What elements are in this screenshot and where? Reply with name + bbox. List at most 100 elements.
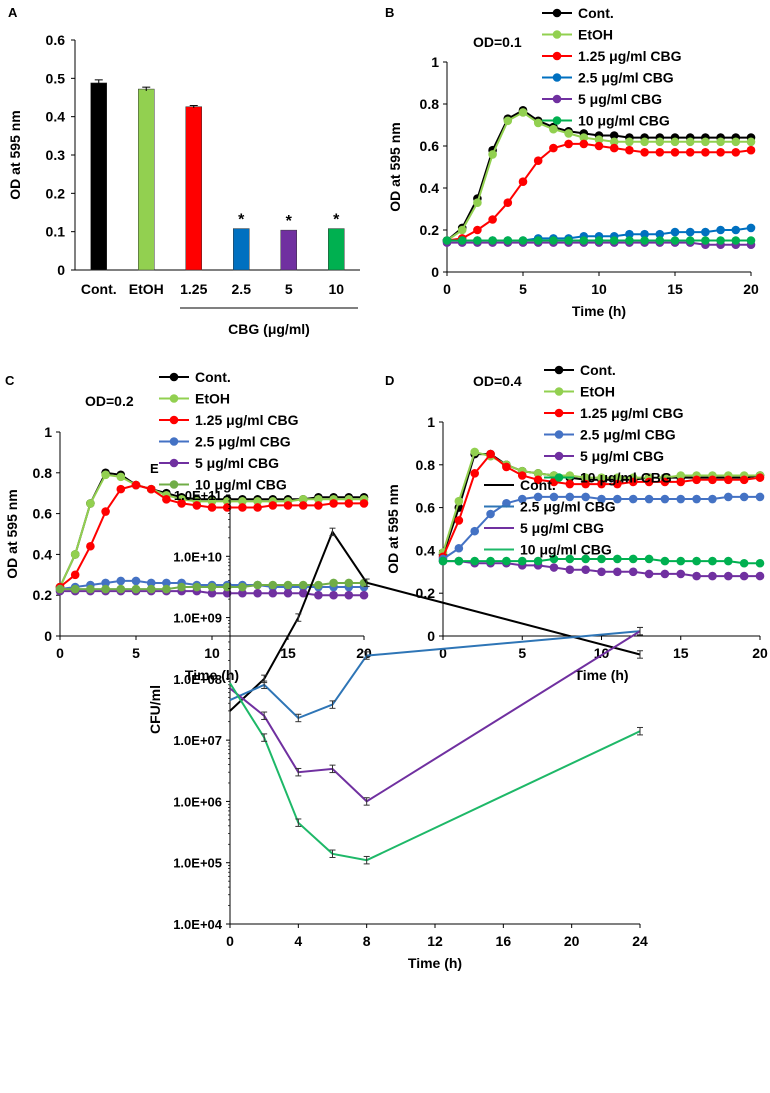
x-tick-label-a: EtOH	[129, 281, 164, 297]
legend-label: 2.5 μg/ml CBG	[580, 427, 676, 443]
data-point	[594, 236, 604, 245]
data-point	[597, 567, 606, 577]
group-label: CBG (μg/ml)	[228, 321, 310, 337]
data-point	[470, 469, 480, 478]
data-point	[253, 580, 262, 590]
data-point	[644, 554, 654, 564]
data-point	[283, 501, 293, 510]
legend-label: Cont.	[578, 5, 614, 21]
data-point	[177, 499, 186, 508]
data-point	[564, 236, 573, 245]
series-line	[229, 630, 641, 720]
data-point	[670, 236, 680, 245]
data-point	[685, 137, 695, 147]
data-point	[486, 449, 495, 459]
legend-swatch-marker	[169, 480, 179, 489]
data-point	[146, 484, 156, 494]
data-point	[670, 148, 680, 157]
x-tick-label: 15	[667, 281, 683, 297]
legend-swatch-marker	[552, 116, 562, 125]
x-tick-label: 20	[356, 645, 372, 661]
data-point	[746, 236, 756, 245]
data-point	[625, 229, 634, 239]
x-axis-title: Time (h)	[574, 667, 628, 683]
data-point	[701, 137, 710, 147]
y-tick-label-a: 0.2	[46, 185, 66, 201]
data-point	[283, 580, 293, 590]
data-point	[549, 563, 559, 572]
y-tick-label: 0.6	[420, 138, 440, 154]
y-tick-label: 0.2	[420, 222, 440, 238]
legend-label: Cont.	[580, 362, 616, 378]
y-tick-label: 0.8	[420, 96, 440, 112]
x-tick-label: 15	[280, 645, 296, 661]
data-point	[692, 475, 701, 485]
data-point	[503, 116, 513, 126]
data-point	[70, 584, 80, 594]
data-point	[518, 236, 528, 245]
x-axis-title: Time (h)	[185, 667, 239, 683]
data-point	[314, 495, 323, 504]
data-point	[708, 556, 717, 566]
data-point	[238, 582, 247, 592]
y-tick-label: 1.0E+10	[173, 549, 222, 564]
data-point	[565, 471, 575, 480]
data-point	[314, 580, 323, 590]
data-point	[518, 108, 528, 117]
legend-label: 5 μg/ml CBG	[520, 520, 604, 536]
data-point	[549, 554, 559, 564]
y-tick-label-a: 0.6	[46, 32, 66, 48]
data-point	[454, 543, 464, 553]
data-point	[644, 494, 654, 504]
data-point	[549, 124, 558, 134]
data-point	[594, 135, 604, 144]
data-point	[238, 588, 247, 598]
y-tick-label: 0	[44, 628, 52, 644]
data-point	[644, 569, 654, 579]
data-point	[473, 236, 482, 245]
legend-swatch-marker	[554, 408, 564, 418]
data-point	[724, 475, 733, 485]
data-point	[207, 588, 217, 598]
legend-swatch-marker	[169, 394, 179, 403]
y-tick-label: 1	[431, 54, 439, 70]
legend-label: 5 μg/ml CBG	[195, 455, 279, 471]
legend-swatch-marker	[552, 51, 562, 61]
data-point	[739, 475, 749, 485]
panel-label-a: A	[8, 5, 18, 20]
data-point	[597, 473, 606, 482]
legend-swatch-marker	[554, 473, 564, 482]
data-point	[298, 580, 308, 590]
data-point	[549, 143, 558, 153]
bar	[280, 229, 297, 271]
data-point	[359, 590, 369, 600]
x-tick-label: 0	[56, 645, 64, 661]
legend-swatch-marker	[169, 372, 179, 382]
data-point	[746, 145, 756, 155]
series-line	[229, 630, 641, 803]
data-point	[344, 499, 354, 508]
bar	[90, 82, 107, 271]
data-point	[594, 141, 604, 151]
legend-label: 10 μg/ml CBG	[578, 113, 670, 129]
data-point	[708, 571, 717, 581]
data-point	[70, 570, 80, 580]
data-point	[755, 558, 765, 568]
data-point	[283, 588, 293, 598]
data-point	[192, 582, 202, 592]
data-point	[655, 229, 665, 239]
y-axis-title: OD at 595 nm	[4, 489, 20, 578]
data-point	[517, 556, 527, 566]
data-point	[207, 582, 217, 592]
data-point	[442, 236, 452, 245]
data-point	[533, 475, 543, 485]
data-point	[86, 499, 95, 508]
data-point	[660, 569, 670, 579]
legend-swatch-marker	[169, 415, 179, 425]
data-point	[660, 556, 670, 566]
data-point	[755, 473, 765, 482]
data-point	[597, 494, 606, 504]
legend-swatch-marker	[169, 458, 179, 468]
data-point	[628, 567, 638, 577]
data-point	[613, 479, 622, 489]
